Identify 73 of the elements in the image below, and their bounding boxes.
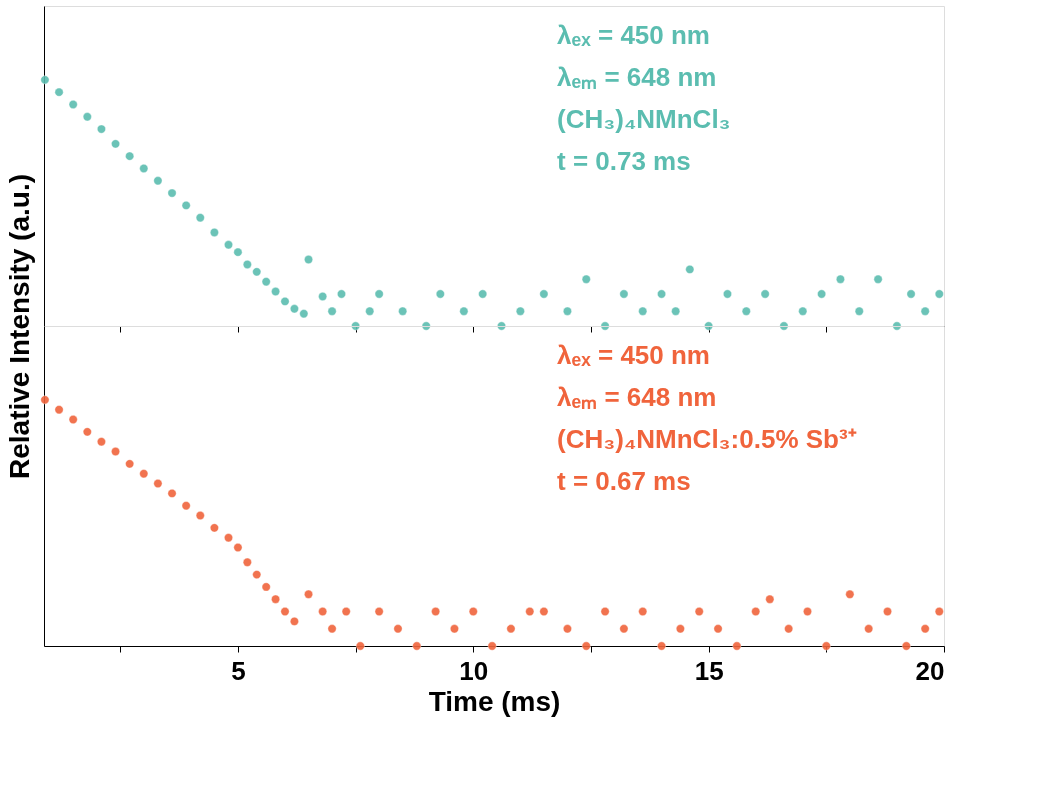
text: λₑₓ = 450 nm bbox=[557, 20, 710, 50]
point bbox=[934, 289, 944, 299]
point bbox=[327, 306, 337, 316]
annotation: (CH₃)₄NMnCl₃ bbox=[557, 104, 731, 134]
point bbox=[261, 277, 271, 287]
point bbox=[892, 321, 902, 331]
annotation: (CH₃)₄NMnCl₃:0.5% Sb³⁺ bbox=[557, 424, 857, 454]
point bbox=[337, 289, 346, 299]
point bbox=[704, 321, 714, 331]
point bbox=[304, 255, 313, 264]
point bbox=[40, 75, 50, 85]
point bbox=[280, 297, 290, 306]
point bbox=[125, 151, 135, 161]
text: λₑₓ = 450 nm bbox=[557, 340, 710, 370]
point bbox=[854, 306, 864, 316]
point bbox=[600, 321, 610, 331]
point bbox=[242, 260, 252, 269]
point bbox=[398, 306, 408, 316]
point bbox=[68, 100, 78, 109]
point bbox=[111, 139, 120, 149]
point bbox=[920, 306, 930, 316]
x-tick-label: 20 bbox=[915, 655, 945, 686]
point bbox=[497, 321, 506, 331]
point bbox=[539, 289, 549, 299]
point bbox=[290, 304, 299, 314]
annotation: λₑₘ = 648 nm bbox=[557, 382, 717, 412]
point bbox=[671, 306, 681, 316]
point bbox=[252, 267, 262, 277]
point bbox=[139, 164, 149, 173]
point bbox=[299, 309, 309, 319]
point bbox=[271, 287, 280, 296]
x-axis-title: Time (ms) bbox=[428, 685, 561, 717]
point bbox=[435, 289, 445, 299]
point bbox=[798, 306, 808, 316]
point bbox=[82, 112, 92, 122]
point bbox=[741, 306, 751, 316]
annotation: λₑₘ = 648 nm bbox=[557, 62, 717, 92]
point bbox=[760, 289, 770, 299]
point bbox=[374, 289, 384, 299]
point bbox=[657, 289, 666, 299]
point bbox=[351, 321, 360, 331]
point bbox=[685, 265, 695, 274]
point bbox=[563, 306, 572, 316]
point bbox=[195, 213, 205, 223]
annotation: t = 0.73 ms bbox=[557, 146, 691, 176]
point bbox=[224, 240, 233, 250]
point bbox=[779, 321, 789, 331]
point bbox=[723, 289, 732, 299]
point bbox=[97, 124, 106, 134]
point bbox=[873, 274, 883, 284]
point bbox=[233, 247, 243, 257]
point bbox=[365, 306, 375, 316]
point bbox=[153, 176, 163, 186]
x-tick-label: 10 bbox=[459, 655, 489, 686]
point bbox=[210, 228, 219, 237]
point bbox=[459, 306, 469, 316]
x-tick-label: 5 bbox=[231, 655, 246, 686]
x-tick-label: 15 bbox=[694, 655, 724, 686]
annotation: t = 0.67 ms bbox=[557, 466, 691, 496]
point bbox=[619, 289, 629, 299]
point bbox=[906, 289, 916, 299]
point bbox=[817, 289, 826, 299]
point bbox=[54, 87, 64, 97]
point bbox=[836, 274, 845, 284]
point bbox=[478, 289, 488, 299]
point bbox=[167, 188, 177, 198]
point bbox=[638, 306, 648, 316]
point bbox=[581, 274, 591, 284]
point bbox=[421, 321, 431, 331]
point bbox=[318, 292, 328, 301]
point bbox=[181, 201, 191, 210]
y-axis-title: Relative Intensity (a.u.) bbox=[3, 174, 35, 479]
point bbox=[515, 306, 525, 316]
